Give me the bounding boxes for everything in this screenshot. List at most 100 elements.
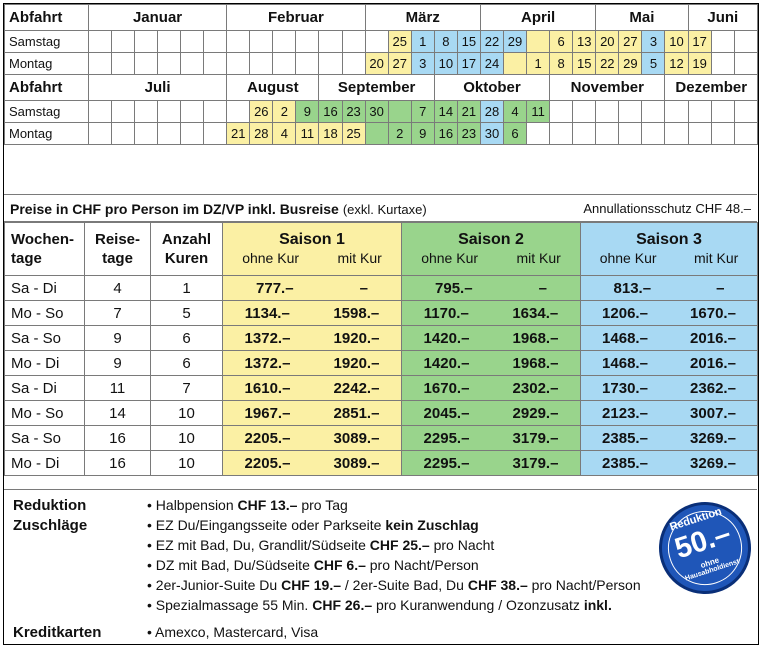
- date-cell: [341, 30, 366, 53]
- season-price-cell: 1730.– 2362.–: [580, 375, 758, 401]
- price-mit-kur: 1598.–: [333, 304, 380, 322]
- date-cell: 23: [456, 122, 481, 145]
- month-dezember: Dezember: [664, 74, 758, 101]
- surcharge-item: • 2er-Junior-Suite Du CHF 19.– / 2er-Sui…: [147, 577, 641, 593]
- date-cell: [157, 52, 182, 75]
- price-mit-kur: –: [538, 279, 547, 297]
- price-mit-kur: 3269.–: [690, 429, 736, 447]
- date-cell: [710, 100, 735, 123]
- season-price-cell: 2295.– 3179.–: [401, 425, 581, 451]
- date-cell: [526, 30, 551, 53]
- season-price-cell: 1420.– 1968.–: [401, 325, 581, 351]
- price-ohne-kur: 813.–: [613, 279, 652, 297]
- surcharge-bold2: inkl.: [583, 597, 612, 613]
- reisetage-cell: 14: [84, 400, 151, 426]
- kuren-cell: 10: [150, 450, 223, 476]
- date-cell: [687, 122, 712, 145]
- surcharge-post: pro Nacht: [429, 537, 495, 553]
- abfahrt-header: Abfahrt: [4, 74, 89, 101]
- date-cell: [203, 52, 228, 75]
- price-mit-kur: 2302.–: [512, 379, 559, 397]
- weekdays-cell: Mo - Di: [4, 350, 85, 376]
- col-header-wochentage: Wochen- tage: [4, 222, 85, 276]
- surcharge-pre: • Spezialmassage 55 Min.: [147, 597, 313, 613]
- surcharge-bold: CHF 19.–: [281, 577, 341, 593]
- date-cell: [272, 52, 297, 75]
- date-cell: 22: [479, 30, 505, 53]
- price-mit-kur: 2016.–: [690, 354, 736, 372]
- surcharge-item: • Spezialmassage 55 Min. CHF 26.– pro Ku…: [147, 597, 612, 613]
- price-row: Sa - So 9 6 1372.– 1920.– 1420.– 1968.– 1468.– 2…: [4, 325, 758, 351]
- price-row: Mo - So 7 5 1134.– 1598.– 1170.– 1634.– 1206.– 1…: [4, 300, 758, 326]
- date-cell: [295, 30, 320, 53]
- price-header-row: Wochen- tage Reise- tage Anzahl Kuren Sa…: [4, 222, 758, 276]
- calendar-day-row: Samstag 25 1 8 15 22 29 6 13 20 27 3 10 17: [4, 30, 759, 53]
- weekdays-cell: Sa - So: [4, 425, 85, 451]
- reisetage-cell: 16: [84, 425, 151, 451]
- weekday-label: Montag: [4, 122, 89, 145]
- date-cell: [318, 30, 343, 53]
- calendar-day-row: Montag 21 28 4 11 18 25 2 9 16 23 30 6: [4, 122, 759, 145]
- season-price-cell: 1134.– 1598.–: [222, 300, 402, 326]
- price-ohne-kur: 1206.–: [602, 304, 648, 322]
- date-cell: [249, 52, 274, 75]
- date-cell: [157, 100, 182, 123]
- kuren-cell: 10: [150, 400, 223, 426]
- date-cell: 26: [249, 100, 274, 123]
- surcharge-item: • EZ mit Bad, Du, Grandlit/Südseite CHF …: [147, 537, 494, 553]
- season-3-label: Saison 3: [636, 231, 702, 248]
- price-mit-kur: 1670.–: [690, 304, 736, 322]
- col-header-saison-3: Saison 3 ohne Kur mit Kur: [580, 222, 758, 276]
- date-cell: [87, 100, 112, 123]
- season-price-cell: 1420.– 1968.–: [401, 350, 581, 376]
- date-cell: 22: [595, 52, 620, 75]
- season-price-cell: 2385.– 3269.–: [580, 450, 758, 476]
- season-price-cell: 1967.– 2851.–: [222, 400, 402, 426]
- season-price-cell: 1670.– 2302.–: [401, 375, 581, 401]
- season-1-ohne-label: ohne Kur: [242, 250, 300, 266]
- date-cell: [157, 30, 182, 53]
- price-mit-kur: –: [716, 279, 725, 297]
- date-cell: [641, 122, 666, 145]
- date-cell: 2: [272, 100, 297, 123]
- month-september: September: [318, 74, 435, 101]
- surcharge-bold: CHF 13.–: [237, 497, 298, 513]
- season-price-cell: 1372.– 1920.–: [222, 350, 402, 376]
- surcharge-item: • EZ Du/Eingangsseite oder Parkseite kei…: [147, 517, 479, 533]
- label-kreditkarten: Kreditkarten: [13, 624, 102, 641]
- calendar-month-row: Abfahrt Januar Februar März April Mai Juni: [4, 4, 759, 31]
- price-mit-kur: 1968.–: [512, 354, 559, 372]
- month-april: April: [479, 4, 597, 31]
- date-cell: 19: [687, 52, 712, 75]
- weekdays-cell: Sa - Di: [4, 375, 85, 401]
- season-price-cell: 2123.– 3007.–: [580, 400, 758, 426]
- price-ohne-kur: 2205.–: [244, 454, 291, 472]
- price-mit-kur: 3089.–: [333, 454, 380, 472]
- season-2-mit-label: mit Kur: [516, 250, 561, 266]
- date-cell: [180, 30, 205, 53]
- surcharge-bold: CHF 26.–: [312, 597, 373, 613]
- date-cell: 7: [410, 100, 435, 123]
- price-ohne-kur: 2295.–: [423, 429, 470, 447]
- price-row: Sa - So 16 10 2205.– 3089.– 2295.– 3179.– 2385.…: [4, 425, 758, 451]
- weekdays-cell: Sa - Di: [4, 275, 85, 301]
- reisetage-cell: 11: [84, 375, 151, 401]
- date-cell: 27: [618, 30, 643, 53]
- season-price-cell: 795.– –: [401, 275, 581, 301]
- price-row: Mo - Di 9 6 1372.– 1920.– 1420.– 1968.– 1468.– 2…: [4, 350, 758, 376]
- date-cell: [203, 122, 228, 145]
- date-cell: 29: [502, 30, 528, 53]
- reisetage-cell: 9: [84, 350, 151, 376]
- kuren-cell: 7: [150, 375, 223, 401]
- date-cell: 3: [641, 30, 666, 53]
- price-mit-kur: 3179.–: [512, 454, 559, 472]
- price-ohne-kur: 2045.–: [423, 404, 470, 422]
- season-price-cell: 2295.– 3179.–: [401, 450, 581, 476]
- weekday-label: Samstag: [4, 100, 89, 123]
- kuren-cell: 6: [150, 325, 223, 351]
- weekday-label: Samstag: [4, 30, 89, 53]
- price-mit-kur: 1920.–: [333, 329, 380, 347]
- date-cell: [710, 122, 735, 145]
- date-cell: [733, 100, 759, 123]
- price-title: Preise in CHF pro Person im DZ/VP inkl. …: [10, 201, 427, 217]
